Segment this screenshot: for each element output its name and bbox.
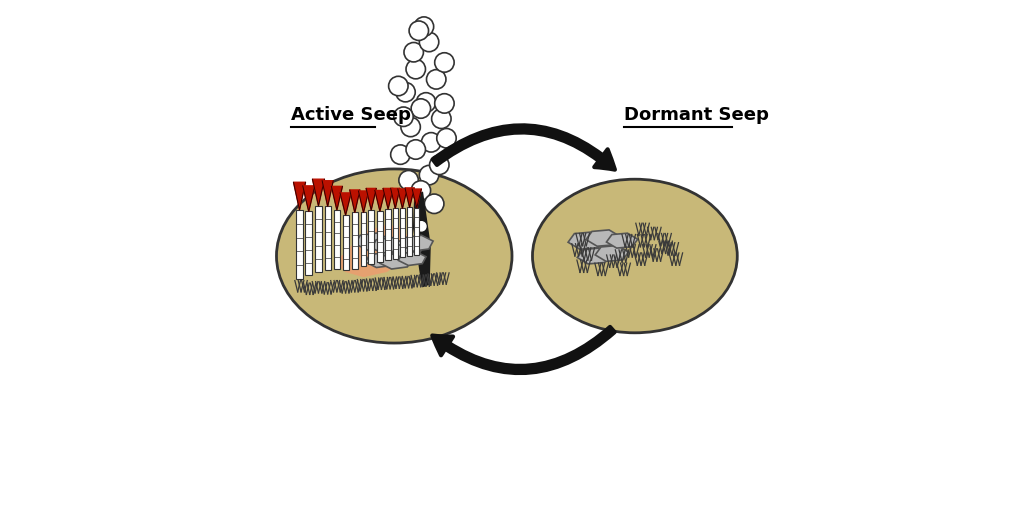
Polygon shape — [398, 251, 426, 266]
Circle shape — [424, 194, 444, 214]
FancyBboxPatch shape — [296, 210, 303, 279]
FancyBboxPatch shape — [407, 207, 412, 256]
Circle shape — [434, 94, 455, 113]
Polygon shape — [391, 188, 399, 208]
FancyBboxPatch shape — [385, 209, 391, 260]
Polygon shape — [332, 186, 342, 210]
Circle shape — [422, 133, 441, 152]
FancyBboxPatch shape — [315, 206, 322, 272]
Polygon shape — [414, 192, 430, 287]
Circle shape — [414, 17, 434, 36]
Circle shape — [410, 21, 429, 40]
Polygon shape — [397, 189, 407, 208]
Circle shape — [426, 70, 446, 89]
Polygon shape — [412, 189, 422, 208]
Circle shape — [406, 140, 426, 159]
FancyArrowPatch shape — [433, 125, 614, 169]
Ellipse shape — [276, 169, 512, 343]
Circle shape — [399, 170, 419, 190]
Polygon shape — [568, 232, 604, 249]
Circle shape — [391, 145, 411, 164]
Circle shape — [401, 117, 421, 137]
Polygon shape — [358, 191, 369, 212]
Circle shape — [393, 107, 414, 126]
FancyBboxPatch shape — [369, 210, 374, 264]
Polygon shape — [606, 233, 638, 248]
FancyBboxPatch shape — [393, 208, 397, 259]
Text: Active Seep: Active Seep — [291, 106, 411, 124]
Polygon shape — [303, 186, 314, 211]
FancyArrowPatch shape — [432, 327, 614, 373]
Polygon shape — [366, 253, 395, 267]
Polygon shape — [586, 230, 621, 246]
Polygon shape — [578, 248, 610, 264]
Polygon shape — [323, 181, 333, 206]
Circle shape — [420, 32, 439, 52]
Circle shape — [430, 155, 449, 175]
Polygon shape — [404, 188, 414, 207]
Polygon shape — [375, 190, 385, 211]
Polygon shape — [372, 238, 404, 254]
FancyBboxPatch shape — [414, 208, 420, 255]
FancyBboxPatch shape — [305, 211, 312, 275]
FancyBboxPatch shape — [399, 208, 404, 257]
Polygon shape — [336, 225, 410, 276]
Polygon shape — [380, 253, 412, 269]
Polygon shape — [340, 193, 351, 215]
Circle shape — [412, 181, 431, 200]
Polygon shape — [392, 244, 422, 258]
Ellipse shape — [532, 179, 737, 333]
Polygon shape — [350, 190, 359, 212]
Polygon shape — [312, 179, 325, 206]
Circle shape — [412, 99, 431, 118]
Circle shape — [406, 59, 426, 79]
Polygon shape — [294, 182, 305, 210]
Polygon shape — [367, 188, 376, 210]
FancyBboxPatch shape — [325, 206, 331, 270]
Circle shape — [420, 165, 439, 185]
Circle shape — [434, 53, 455, 72]
Circle shape — [403, 42, 424, 62]
Circle shape — [389, 76, 409, 96]
Circle shape — [416, 93, 436, 112]
FancyBboxPatch shape — [360, 212, 367, 266]
FancyBboxPatch shape — [352, 212, 357, 269]
Circle shape — [436, 129, 457, 148]
Polygon shape — [355, 233, 390, 250]
Polygon shape — [595, 245, 629, 262]
Polygon shape — [383, 188, 393, 209]
Text: Dormant Seep: Dormant Seep — [624, 106, 768, 124]
Polygon shape — [401, 236, 433, 251]
FancyBboxPatch shape — [377, 211, 383, 262]
Circle shape — [417, 222, 426, 231]
FancyBboxPatch shape — [334, 210, 340, 269]
FancyBboxPatch shape — [342, 215, 348, 270]
Circle shape — [395, 82, 416, 102]
Circle shape — [432, 109, 451, 129]
